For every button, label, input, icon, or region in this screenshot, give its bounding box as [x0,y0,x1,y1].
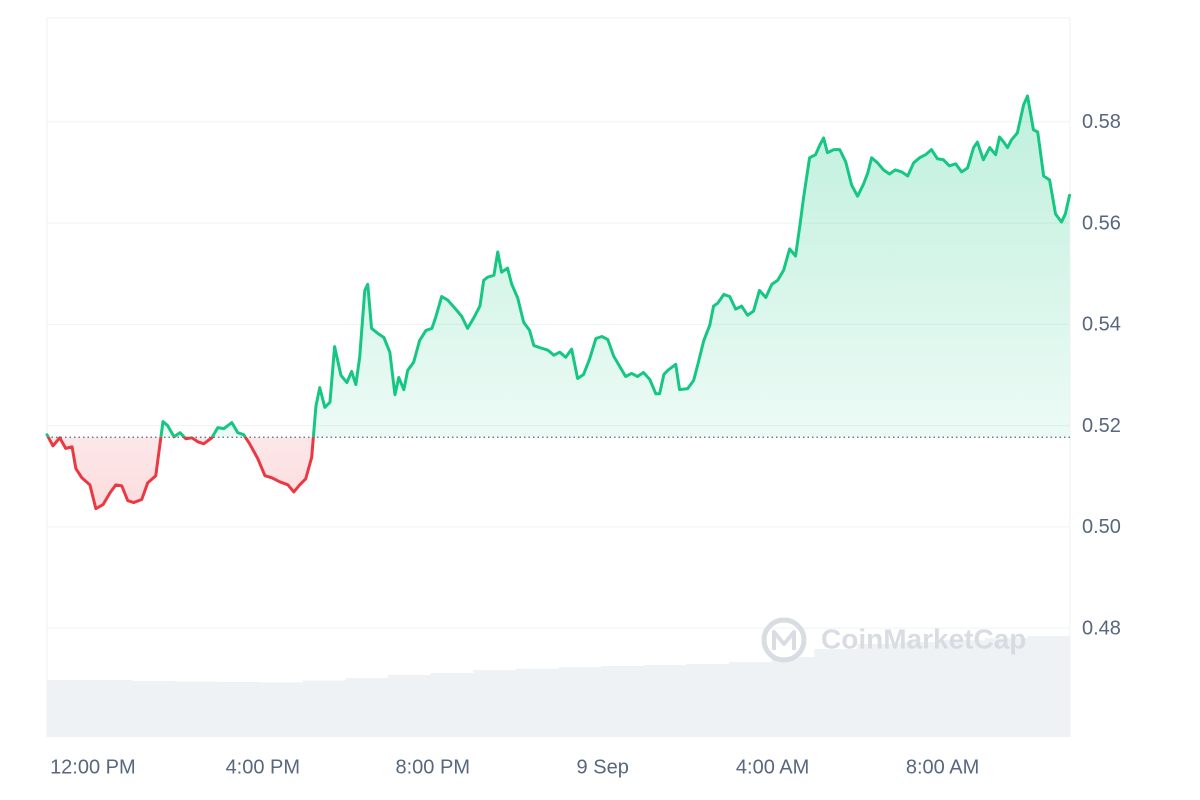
y-tick-label: 0.48 [1082,617,1121,639]
volume-bar [515,668,559,737]
volume-bar [132,680,176,737]
y-tick-label: 0.52 [1082,415,1121,437]
x-tick-label: 12:00 PM [50,756,136,778]
volume-bar [1027,635,1071,737]
volume-bar [771,657,815,737]
volume-bar [89,680,133,737]
volume-bar [729,662,773,737]
x-tick-label: 9 Sep [577,756,629,778]
plot-frame [46,17,1071,737]
volume-bar [643,665,687,737]
volume-bar [388,674,432,737]
volume-bar [217,681,261,737]
volume-bar [430,673,474,737]
plot-layer [45,94,1072,511]
x-tick-label: 4:00 PM [226,756,300,778]
volume-bar [47,680,91,737]
watermark-text: CoinMarketCap [821,623,1026,654]
volume-bar [260,682,304,737]
volume-bar [174,681,218,737]
volume-bar [686,664,730,737]
volume-bar [302,680,346,737]
x-tick-label: 8:00 AM [906,756,979,778]
y-tick-label: 0.56 [1082,212,1121,234]
price-area [47,95,1070,509]
volume-bar [473,670,517,737]
x-tick-label: 8:00 PM [396,756,470,778]
x-tick-label: 4:00 AM [736,756,809,778]
volume-bar [814,649,858,737]
volume-bar [899,642,943,737]
watermark-logo-mark [772,630,796,650]
volume-layer [47,635,1071,737]
y-tick-label: 0.50 [1082,516,1121,538]
volume-bar [558,667,602,737]
watermark: CoinMarketCap [761,617,1026,663]
label-layer: 0.48 0.50 0.52 0.54 0.56 0.58 12:00 PM 4:00 PM 8… [50,111,1121,778]
price-line [45,94,1072,511]
volume-bar [984,638,1028,737]
volume-bar [856,644,900,737]
volume-bar [942,640,986,737]
volume-bar [601,665,645,737]
volume-bar [345,678,389,737]
watermark-logo [761,617,807,663]
y-tick-label: 0.54 [1082,314,1121,336]
y-tick-label: 0.58 [1082,111,1121,133]
